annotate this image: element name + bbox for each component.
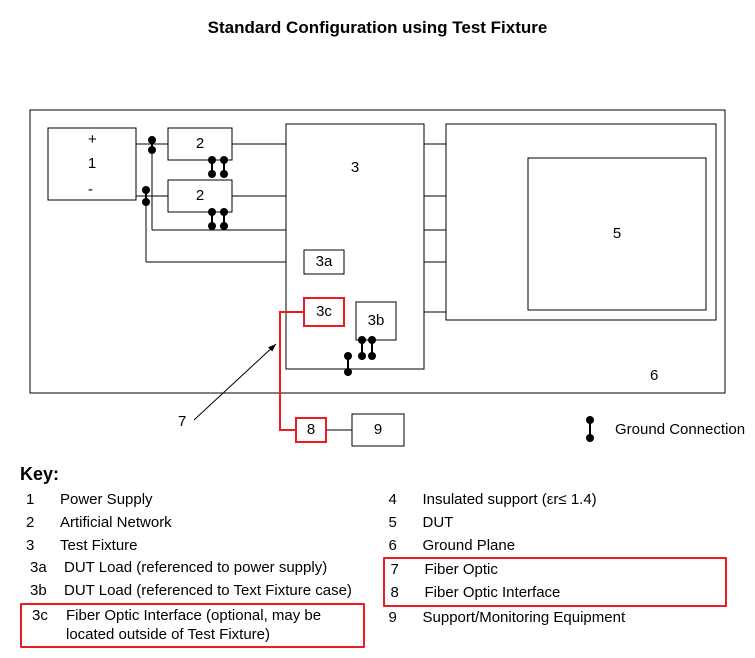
key-row-3b: 3bDUT Load (referenced to Text Fixture c… [20, 580, 373, 603]
key-row-6: 6Ground Plane [383, 535, 736, 558]
key-num: 3b [20, 582, 64, 601]
key-num: 5 [383, 514, 423, 533]
ground-legend-dot-top [586, 416, 594, 424]
key-row-3c: 3cFiber Optic Interface (optional, may b… [22, 605, 363, 647]
ground-3-dot-bot [220, 170, 228, 178]
key-label: Insulated support (εr≤ 1.4) [423, 491, 736, 510]
key-row-3: 3Test Fixture [20, 535, 373, 558]
ground-legend-dot-bot [586, 434, 594, 442]
box-label-b8: 8 [307, 421, 315, 438]
text-plus: + [88, 131, 97, 148]
text-n6: 6 [650, 367, 658, 384]
diagram-title: Standard Configuration using Test Fixtur… [0, 0, 755, 40]
key-column-left: 1Power Supply2Artificial Network3Test Fi… [20, 489, 373, 648]
key-row-7: 7Fiber Optic [385, 559, 726, 582]
ground-0-dot-bot [148, 146, 156, 154]
key-label: DUT [423, 514, 736, 533]
box-label-b5: 5 [613, 225, 621, 242]
key-num: 8 [385, 584, 425, 603]
key-label: Fiber Optic [425, 561, 726, 580]
key-label: Power Supply [60, 491, 373, 510]
arrow-7 [194, 344, 276, 420]
key-num: 1 [20, 491, 60, 510]
box-label-b2a: 2 [196, 135, 204, 152]
ground-2-dot-bot [208, 170, 216, 178]
ground-6-dot-top [358, 336, 366, 344]
ground-6-dot-bot [358, 352, 366, 360]
ground-1-dot-bot [142, 198, 150, 206]
key-num: 3a [20, 559, 64, 578]
key-row-1: 1Power Supply [20, 489, 373, 512]
key-label: Ground Plane [423, 537, 736, 556]
box-label-b1: 1 [88, 155, 96, 172]
key-label: Fiber Optic Interface [425, 584, 726, 603]
box-label-b2b: 2 [196, 187, 204, 204]
text-minus: - [88, 181, 93, 198]
diagram: 12233a3b3c4589+-67Ground Connection [0, 40, 755, 460]
key-label: DUT Load (referenced to Text Fixture cas… [64, 582, 373, 601]
ground-0-dot-top [148, 136, 156, 144]
key-num: 6 [383, 537, 423, 556]
ground-3-dot-top [220, 156, 228, 164]
box-label-b3: 3 [351, 159, 359, 176]
text-n7: 7 [178, 413, 186, 430]
key-num: 4 [383, 491, 423, 510]
ground-4-dot-bot [208, 222, 216, 230]
ground-8-dot-top [344, 352, 352, 360]
box-label-b3c: 3c [316, 303, 332, 320]
ground-1-dot-top [142, 186, 150, 194]
key-row-5: 5DUT [383, 512, 736, 535]
key-label: Artificial Network [60, 514, 373, 533]
ground-5-dot-top [220, 208, 228, 216]
ground-2-dot-top [208, 156, 216, 164]
key-row-3a: 3aDUT Load (referenced to power supply) [20, 557, 373, 580]
key-row-2: 2Artificial Network [20, 512, 373, 535]
ground-8-dot-bot [344, 368, 352, 376]
key-column-right: 4Insulated support (εr≤ 1.4)5DUT6Ground … [383, 489, 736, 648]
key-num: 3c [22, 607, 66, 645]
box-label-b3b: 3b [368, 312, 385, 329]
key-heading: Key: [20, 464, 735, 485]
box-label-b9: 9 [374, 421, 382, 438]
key-label: DUT Load (referenced to power supply) [64, 559, 373, 578]
key-num: 2 [20, 514, 60, 533]
key-label: Fiber Optic Interface (optional, may be … [66, 607, 363, 645]
key-num: 9 [383, 609, 423, 628]
ground-4-dot-top [208, 208, 216, 216]
key-highlight-row: 3cFiber Optic Interface (optional, may b… [20, 603, 365, 649]
key-num: 7 [385, 561, 425, 580]
key-highlight-group: 7Fiber Optic8Fiber Optic Interface [383, 557, 728, 607]
text-gc: Ground Connection [615, 421, 745, 438]
box-label-b3a: 3a [316, 253, 333, 270]
ground-7-dot-top [368, 336, 376, 344]
ground-5-dot-bot [220, 222, 228, 230]
ground-7-dot-bot [368, 352, 376, 360]
key-section: Key: 1Power Supply2Artificial Network3Te… [0, 460, 755, 658]
key-label: Test Fixture [60, 537, 373, 556]
key-num: 3 [20, 537, 60, 556]
key-label: Support/Monitoring Equipment [423, 609, 736, 628]
key-row-4: 4Insulated support (εr≤ 1.4) [383, 489, 736, 512]
key-row-8: 8Fiber Optic Interface [385, 582, 726, 605]
key-row-9: 9Support/Monitoring Equipment [383, 607, 736, 630]
